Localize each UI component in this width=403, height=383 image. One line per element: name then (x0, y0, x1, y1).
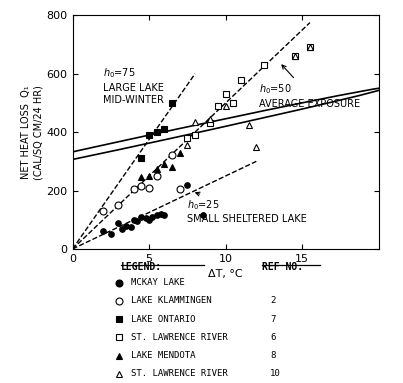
Text: $h_0$=75
LARGE LAKE
MID-WINTER: $h_0$=75 LARGE LAKE MID-WINTER (103, 66, 164, 105)
Text: LAKE KLAMMINGEN: LAKE KLAMMINGEN (131, 296, 212, 306)
Text: 6: 6 (270, 333, 275, 342)
Text: MCKAY LAKE: MCKAY LAKE (131, 278, 185, 287)
Text: $h_0$=25
SMALL SHELTERED LAKE: $h_0$=25 SMALL SHELTERED LAKE (187, 192, 307, 224)
Text: REF NO.: REF NO. (262, 262, 303, 272)
Text: 2: 2 (270, 296, 275, 306)
Text: LEGEND:: LEGEND: (121, 262, 162, 272)
Text: ST. LAWRENCE RIVER: ST. LAWRENCE RIVER (131, 369, 228, 378)
Text: 7: 7 (270, 315, 275, 324)
X-axis label: ΔT, °C: ΔT, °C (208, 269, 243, 279)
Text: LAKE ONTARIO: LAKE ONTARIO (131, 315, 195, 324)
Text: 10: 10 (270, 369, 281, 378)
Text: ST. LAWRENCE RIVER: ST. LAWRENCE RIVER (131, 333, 228, 342)
Text: $h_0$=50
AVERAGE EXPOSURE: $h_0$=50 AVERAGE EXPOSURE (260, 65, 361, 109)
Text: 8: 8 (270, 351, 275, 360)
Y-axis label: NET HEAT LOSS  Q₁
(CAL/SQ CM/24 HR): NET HEAT LOSS Q₁ (CAL/SQ CM/24 HR) (21, 85, 44, 180)
Text: LAKE MENDOTA: LAKE MENDOTA (131, 351, 195, 360)
